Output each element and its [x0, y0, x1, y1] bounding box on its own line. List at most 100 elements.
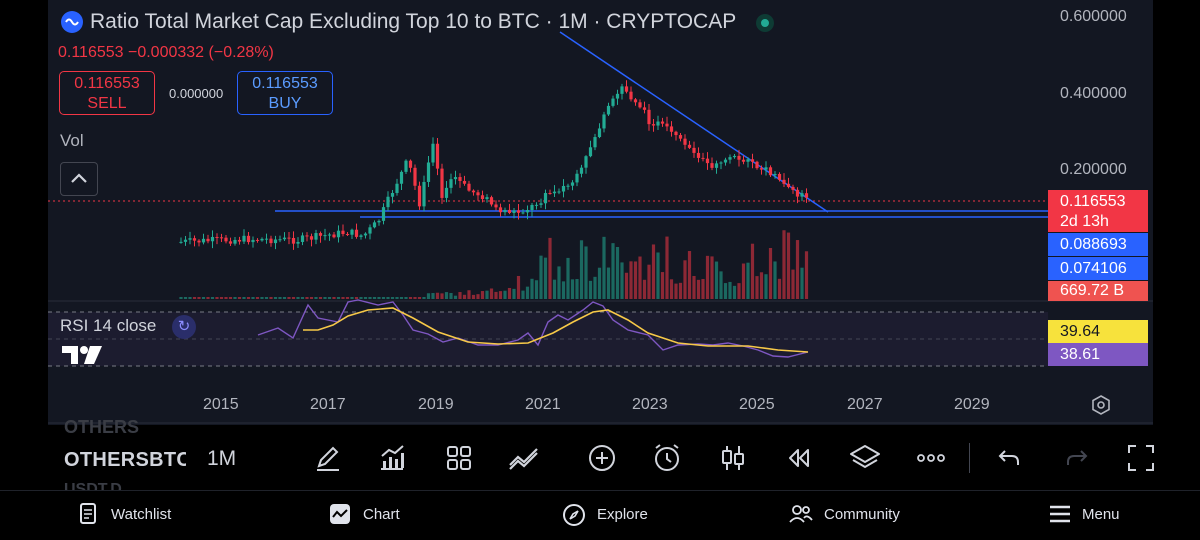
- candle-body: [233, 239, 237, 244]
- candle-body: [593, 137, 597, 148]
- candle-body: [413, 167, 417, 186]
- nav-watchlist[interactable]: Watchlist: [111, 506, 172, 523]
- candle-body: [368, 227, 372, 234]
- candles-icon[interactable]: [716, 441, 750, 475]
- volume-bar: [269, 297, 273, 299]
- price-chart[interactable]: [48, 0, 1153, 425]
- volume-bar: [287, 297, 291, 299]
- candle-body: [773, 173, 777, 176]
- volume-bar: [606, 267, 611, 299]
- volume-bar: [359, 297, 363, 299]
- candle-body: [323, 235, 327, 237]
- candle-body: [516, 210, 521, 213]
- candle-body: [705, 158, 710, 164]
- volume-bar: [431, 293, 435, 299]
- volume-bar: [638, 256, 642, 299]
- nav-chart[interactable]: Chart: [363, 506, 400, 523]
- add-icon[interactable]: [585, 441, 619, 475]
- chart-settings-icon[interactable]: [1090, 394, 1112, 421]
- candle-body: [552, 191, 557, 194]
- drawing-icon[interactable]: [311, 441, 345, 475]
- undo-icon[interactable]: [993, 441, 1027, 475]
- candle-body: [719, 162, 723, 164]
- chart-title[interactable]: Ratio Total Market Cap Excluding Top 10 …: [90, 10, 737, 33]
- candle-body: [327, 234, 332, 236]
- chevron-up-icon: [71, 173, 87, 183]
- candle-body: [678, 135, 683, 139]
- compare-icon[interactable]: [507, 441, 541, 475]
- explore-icon[interactable]: [562, 503, 586, 532]
- alert-icon[interactable]: [650, 441, 684, 475]
- candle-body: [786, 183, 791, 187]
- volume-bar: [750, 243, 755, 299]
- redo-icon[interactable]: [1059, 441, 1093, 475]
- candle-body: [588, 147, 593, 157]
- candle-body: [530, 204, 534, 210]
- nav-community[interactable]: Community: [824, 506, 900, 523]
- volume-bar: [575, 279, 579, 299]
- volume-bar: [341, 297, 345, 299]
- buy-label: BUY: [268, 95, 302, 112]
- fullscreen-icon[interactable]: [1124, 441, 1158, 475]
- volume-bar: [224, 297, 228, 299]
- volume-bar: [458, 292, 462, 299]
- volume-bar: [485, 290, 489, 299]
- buy-button[interactable]: 0.116553 BUY: [237, 71, 333, 115]
- candle-body: [381, 207, 386, 221]
- volume-bar: [386, 297, 390, 299]
- candle-body: [449, 179, 453, 188]
- layers-icon[interactable]: [848, 441, 882, 475]
- candle-body: [647, 109, 651, 125]
- chart-icon[interactable]: [329, 503, 351, 530]
- indicators-icon[interactable]: [375, 441, 409, 475]
- exchange-logo: [61, 11, 83, 33]
- nav-explore[interactable]: Explore: [597, 506, 648, 523]
- time-axis-label: 2029: [954, 396, 990, 413]
- sell-button[interactable]: 0.116553 SELL: [59, 71, 155, 115]
- time-axis-label: 2027: [847, 396, 883, 413]
- volume-bar: [552, 279, 557, 299]
- volume-bar: [318, 297, 323, 299]
- volume-bar: [291, 297, 296, 299]
- more-icon[interactable]: [914, 441, 948, 475]
- community-icon[interactable]: [789, 503, 813, 530]
- volume-bar: [651, 244, 656, 299]
- menu-icon[interactable]: [1048, 503, 1072, 530]
- candle-body: [782, 179, 786, 184]
- volume-bar: [363, 297, 368, 299]
- candle-body: [395, 183, 399, 193]
- volume-bar: [629, 261, 633, 299]
- nav-menu[interactable]: Menu: [1082, 506, 1120, 523]
- interval-button[interactable]: 1M: [207, 447, 237, 470]
- watchlist-icon[interactable]: [79, 503, 97, 530]
- candle-body: [417, 185, 422, 207]
- candle-body: [462, 180, 467, 184]
- templates-icon[interactable]: [442, 441, 476, 475]
- volume-bar: [777, 278, 782, 299]
- sell-price: 0.116553: [74, 75, 140, 92]
- rsi-ma-tag: 38.61: [1048, 343, 1148, 366]
- candle-body: [305, 235, 309, 237]
- volume-bar: [759, 272, 764, 299]
- refresh-icon[interactable]: ↻: [172, 315, 196, 339]
- symbol-prev[interactable]: OTHERS: [64, 417, 140, 437]
- candle-body: [264, 238, 269, 240]
- candle-body: [597, 128, 602, 138]
- chart-area[interactable]: Ratio Total Market Cap Excluding Top 10 …: [48, 0, 1153, 425]
- candle-body: [728, 157, 732, 160]
- replay-icon[interactable]: [782, 441, 816, 475]
- volume-bar: [345, 297, 350, 299]
- collapse-button[interactable]: [60, 162, 98, 196]
- candle-body: [638, 102, 642, 108]
- volume-bar: [368, 297, 372, 299]
- candle-body: [246, 235, 251, 243]
- volume-bar: [647, 264, 651, 299]
- candle-body: [273, 239, 278, 244]
- candle-body: [224, 237, 228, 242]
- volume-bar: [701, 279, 705, 299]
- candle-body: [390, 192, 395, 197]
- time-axis-label: 2017: [310, 396, 346, 413]
- candle-body: [777, 173, 782, 180]
- symbol-name[interactable]: OTHERSBTC: [64, 449, 186, 471]
- rsi-label[interactable]: RSI 14 close: [60, 316, 157, 335]
